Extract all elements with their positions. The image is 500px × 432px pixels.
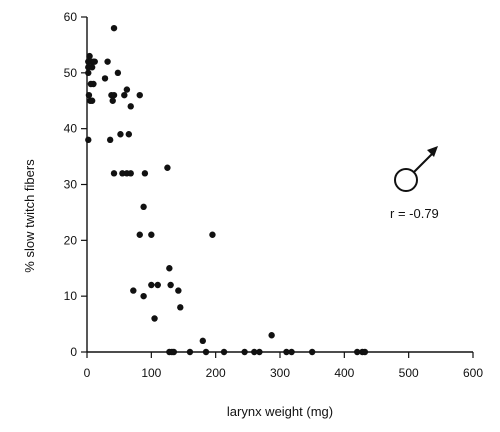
male-symbol-arrow-shaft: [413, 153, 433, 173]
data-point: [101, 75, 109, 82]
male-symbol-icon: [394, 146, 438, 192]
data-point: [88, 64, 96, 71]
y-tick-label: 20: [64, 233, 78, 247]
data-point: [283, 348, 290, 356]
data-point: [177, 304, 184, 311]
x-tick-label: 200: [206, 366, 226, 380]
data-point: [170, 348, 178, 356]
data-point: [148, 231, 155, 238]
y-tick-label: 50: [64, 66, 78, 80]
x-tick-label: 100: [141, 366, 161, 380]
data-point: [154, 281, 161, 289]
data-point: [90, 80, 97, 88]
data-point: [119, 170, 126, 177]
data-point: [241, 348, 248, 356]
data-point: [199, 337, 206, 345]
data-point: [121, 91, 128, 99]
male-symbol-arrowhead: [427, 146, 438, 157]
y-tick-label: 30: [64, 178, 78, 192]
correlation-annotation: r = -0.79: [390, 206, 439, 221]
data-point: [123, 86, 131, 93]
y-tick-label: 40: [64, 122, 78, 136]
data-point: [85, 69, 92, 77]
x-tick-label: 300: [270, 366, 290, 380]
data-point: [361, 348, 369, 356]
x-tick-label: 400: [334, 366, 354, 380]
data-point: [85, 91, 93, 99]
data-point: [106, 136, 114, 144]
x-tick-label: 0: [84, 366, 91, 380]
data-point: [256, 348, 263, 356]
data-point: [91, 58, 98, 65]
data-point: [288, 348, 295, 356]
x-tick-label: 500: [399, 366, 419, 380]
data-point: [202, 348, 210, 356]
data-point: [140, 292, 147, 300]
data-point: [175, 287, 182, 294]
data-point: [251, 348, 258, 356]
data-point: [127, 103, 134, 110]
data-point: [136, 231, 143, 238]
data-point: [110, 24, 118, 32]
y-tick-label: 60: [64, 10, 78, 24]
data-point: [117, 131, 124, 138]
data-point: [220, 348, 228, 356]
data-point: [85, 136, 92, 144]
data-point: [167, 281, 174, 289]
data-point: [354, 348, 361, 356]
y-tick-label: 0: [70, 345, 77, 359]
data-point: [166, 265, 173, 272]
data-point: [308, 348, 316, 356]
data-point: [127, 170, 134, 177]
data-point: [209, 231, 216, 238]
data-point: [136, 91, 143, 99]
data-point: [140, 203, 147, 211]
data-point: [151, 315, 158, 322]
data-point: [186, 348, 194, 356]
data-point: [104, 58, 111, 65]
data-point: [148, 281, 155, 289]
data-point: [114, 69, 122, 77]
data-point: [164, 164, 171, 171]
y-tick-label: 10: [64, 289, 78, 303]
data-point: [109, 97, 116, 104]
x-axis-title: larynx weight (mg): [227, 404, 333, 419]
data-point: [268, 332, 275, 339]
y-axis-title: % slow twitch fibers: [22, 159, 37, 273]
male-symbol-circle: [394, 168, 418, 192]
data-point: [125, 131, 133, 138]
data-point: [88, 97, 96, 104]
data-point: [86, 52, 93, 60]
plot-area: 0 100 200 300 400 500 600 0 10 20 30 40 50 60: [64, 10, 484, 380]
data-point: [130, 287, 137, 294]
x-tick-label: 600: [463, 366, 483, 380]
data-point: [110, 170, 118, 177]
data-point: [110, 91, 118, 99]
data-point: [141, 170, 149, 177]
